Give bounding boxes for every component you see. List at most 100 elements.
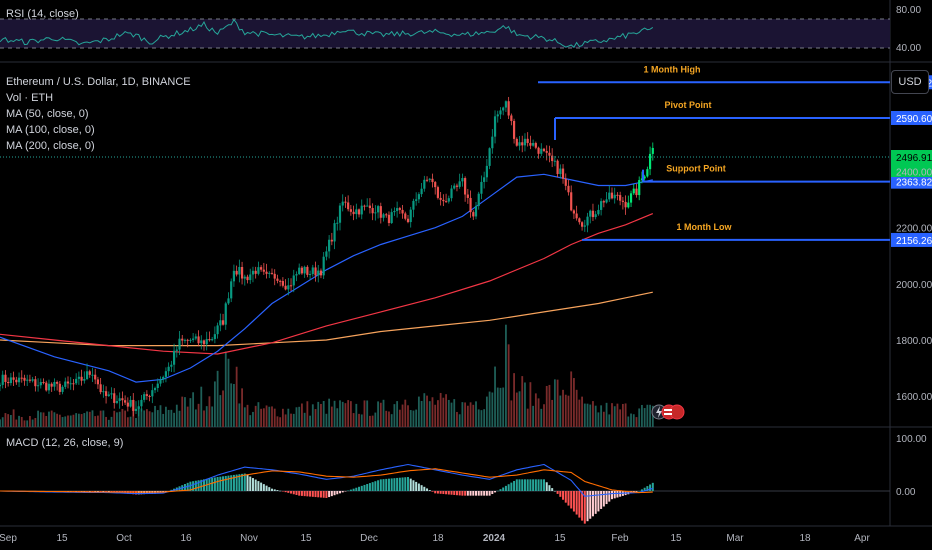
macd-histogram-bar xyxy=(651,482,654,491)
volume-bar xyxy=(322,400,325,427)
candle xyxy=(270,272,274,274)
ma200-legend[interactable]: MA (200, close, 0) xyxy=(6,140,95,152)
macd-histogram-bar xyxy=(268,487,271,491)
macd-histogram-bar xyxy=(137,491,140,495)
volume-bar xyxy=(428,401,431,427)
volume-bar xyxy=(390,414,393,427)
candle xyxy=(480,181,483,194)
volume-bar xyxy=(537,398,540,427)
candle xyxy=(379,206,382,218)
volume-bar xyxy=(262,408,265,427)
volume-bar xyxy=(513,373,515,427)
volume-bar xyxy=(200,386,203,427)
volume-bar xyxy=(303,412,306,427)
volume-bar xyxy=(241,388,243,427)
candle xyxy=(200,340,203,344)
volume-bar xyxy=(48,411,50,427)
macd-histogram-bar xyxy=(464,491,467,496)
candle xyxy=(303,266,306,274)
volume-bar xyxy=(374,412,377,427)
macd-histogram-bar xyxy=(382,479,385,491)
ma50-legend[interactable]: MA (50, close, 0) xyxy=(6,108,89,120)
candle xyxy=(521,142,524,146)
candle xyxy=(453,185,456,189)
volume-bar xyxy=(333,400,336,427)
volume-bar xyxy=(553,379,556,427)
volume-bar xyxy=(173,412,175,427)
macd-histogram-bar xyxy=(306,491,309,497)
macd-histogram-bar xyxy=(197,480,200,491)
candle xyxy=(23,377,26,381)
macd-histogram-bar xyxy=(551,488,554,491)
level-price-box xyxy=(891,232,932,247)
macd-histogram-bar xyxy=(583,491,586,524)
candle xyxy=(148,395,151,397)
candle xyxy=(640,178,644,181)
volume-bar xyxy=(178,410,181,427)
volume-bar xyxy=(583,403,586,427)
volume-bar xyxy=(453,399,456,427)
volume-bar xyxy=(213,381,216,427)
candle xyxy=(515,138,518,146)
level-price-box xyxy=(891,174,932,189)
volume-bar xyxy=(646,404,649,427)
candle xyxy=(567,185,570,193)
time-axis-label: 15 xyxy=(554,533,566,544)
volume-bar xyxy=(551,399,554,427)
time-axis-label: 15 xyxy=(56,533,68,544)
macd-histogram-bar xyxy=(387,478,390,491)
ma100-legend[interactable]: MA (100, close, 0) xyxy=(6,124,95,136)
candle xyxy=(7,381,10,384)
volume-bar xyxy=(124,410,127,427)
macd-histogram-bar xyxy=(396,477,399,491)
volume-bar xyxy=(502,387,505,427)
volume-bar xyxy=(37,410,39,427)
candle xyxy=(181,338,184,341)
macd-histogram-bar xyxy=(562,491,565,500)
volume-bar xyxy=(140,408,143,427)
flag-us-icon-2[interactable] xyxy=(669,404,685,420)
volume-bar xyxy=(238,403,241,427)
ma100-line xyxy=(0,213,654,355)
volume-bar xyxy=(309,415,311,427)
macd-histogram-bar xyxy=(243,473,246,491)
candle xyxy=(648,153,652,170)
symbol-title[interactable]: Ethereum / U.S. Dollar, 1D, BINANCE xyxy=(6,76,191,88)
macd-histogram-bar xyxy=(494,491,497,493)
macd-histogram-bar xyxy=(254,479,257,491)
candle xyxy=(591,210,595,218)
volume-bar xyxy=(292,413,295,427)
macd-histogram-bar xyxy=(570,491,573,509)
volume-bar xyxy=(29,416,31,427)
macd-histogram-bar xyxy=(271,488,273,491)
event-icons[interactable] xyxy=(651,404,685,420)
macd-histogram-bar xyxy=(216,477,219,491)
candle xyxy=(322,256,325,276)
volume-bar xyxy=(42,412,45,427)
volume-bar xyxy=(252,411,254,427)
macd-histogram-bar xyxy=(591,491,594,517)
candle xyxy=(88,371,91,375)
candle xyxy=(202,340,206,345)
candle xyxy=(417,194,420,200)
currency-button[interactable]: USD xyxy=(891,70,929,94)
candle xyxy=(548,152,551,156)
candle xyxy=(308,273,312,275)
volume-bar xyxy=(148,411,151,427)
candle xyxy=(273,273,276,279)
macd-histogram-bar xyxy=(189,481,192,491)
macd-histogram-bar xyxy=(322,491,325,498)
macd-histogram-bar xyxy=(548,485,551,491)
macd-histogram-bar xyxy=(605,491,608,505)
volume-bar xyxy=(15,419,18,427)
macd-histogram-bar xyxy=(518,479,521,491)
candle xyxy=(594,214,597,218)
candle xyxy=(211,339,214,341)
macd-histogram-bar xyxy=(529,479,532,491)
candle xyxy=(205,338,208,345)
volume-legend[interactable]: Vol · ETH xyxy=(6,92,54,104)
macd-histogram-bar xyxy=(385,478,388,491)
macd-histogram-bar xyxy=(333,491,336,496)
candle xyxy=(276,278,279,281)
volume-bar xyxy=(532,405,535,427)
